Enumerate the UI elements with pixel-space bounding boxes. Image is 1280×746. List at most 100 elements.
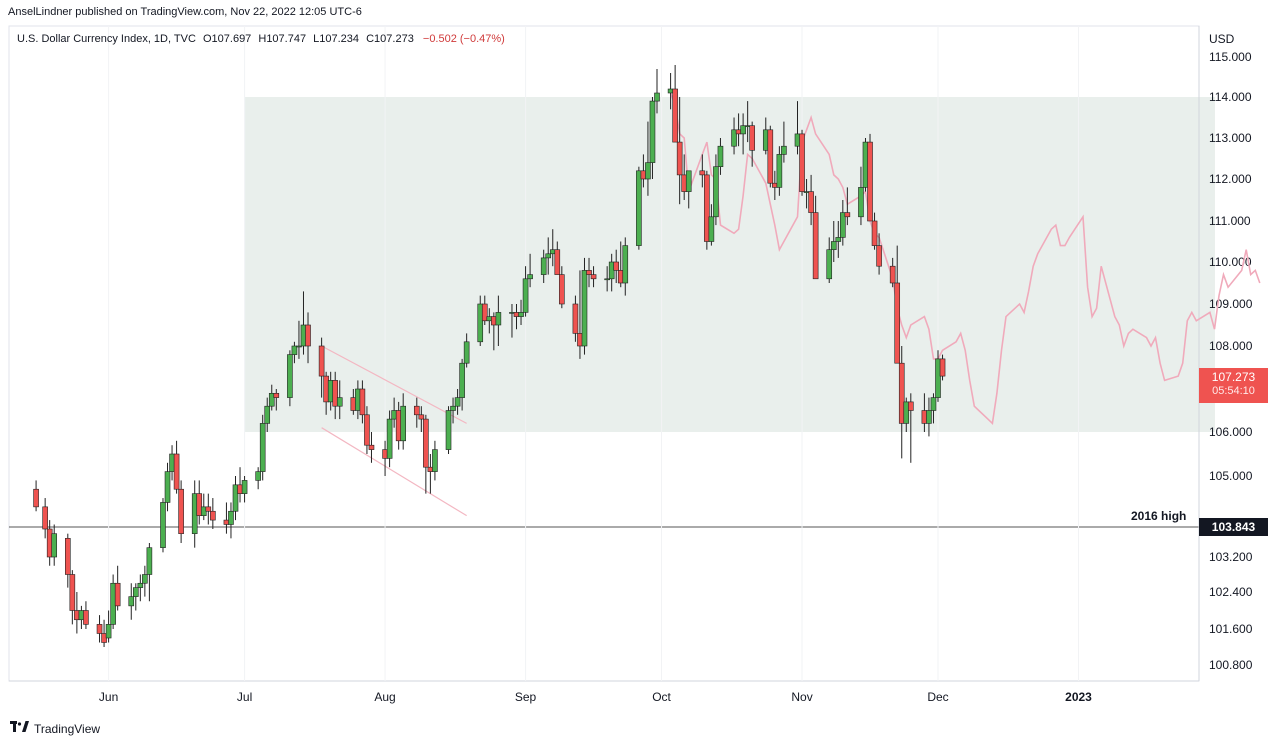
time-axis-tick-label: 2023 [1065,690,1092,704]
footer-brand[interactable]: TradingView [10,721,100,736]
price-axis-tick-label: 110.000 [1209,255,1252,269]
candle-body [142,574,148,584]
price-axis-tick-label: 103.200 [1209,550,1253,564]
candle-body [840,212,846,238]
candle-body [450,405,456,411]
price-axis-tick-label: 113.000 [1209,131,1252,145]
candle-body [545,253,552,259]
candle-body [96,624,103,634]
candle-body [418,414,425,420]
candle-body [287,354,293,398]
candle-body [368,444,375,450]
candle-body [291,345,298,355]
candle-body [463,341,470,364]
candle-body [423,418,429,468]
candle-body [767,129,774,184]
candle-body [495,312,502,326]
legend-low: L107.234 [313,33,360,45]
candle-body [296,345,302,348]
price-axis-tick-label: 100.800 [1209,658,1253,672]
shaded-range-zone[interactable] [245,97,1215,432]
candle-body [164,471,171,503]
candle-body [259,423,266,472]
candle-body [581,270,588,347]
price-axis-tick-label: 112.000 [1209,172,1252,186]
candle-body [586,270,592,275]
candle-body [132,587,139,597]
candle-body [930,397,937,411]
candle-body [781,145,787,155]
candle-body [210,510,216,521]
candle-body [359,388,366,416]
tradingview-logo-icon [10,721,30,736]
time-axis-tick-label: Oct [652,690,671,704]
candle-body [935,358,941,398]
candle-body [255,471,261,481]
candle-body [844,212,851,218]
price-axis-tick-label: 108.000 [1209,339,1253,353]
price-axis-tick-label: 105.000 [1209,469,1253,483]
horizontal-line-price-tag: 103.843 [1199,518,1268,536]
candle-body [454,397,461,407]
legend-close: C107.273 [366,33,414,45]
time-axis-tick-label: Sep [515,690,537,704]
candle-body [590,274,597,280]
candle-body [740,125,746,135]
channel-trendline[interactable] [321,345,467,424]
symbol-name[interactable]: U.S. Dollar Currency Index, 1D, TVC [17,33,196,45]
current-price-tag: 107.273 05:54:10 [1199,368,1268,403]
candle-body [717,145,724,167]
candle-body [305,324,311,347]
candle-body [812,212,819,280]
candle-body [69,574,76,611]
candle-body [889,265,896,284]
price-unit-label[interactable]: USD [1209,32,1235,46]
candle-body [704,174,710,242]
candle-body [926,410,932,424]
candle-body [908,401,914,411]
candle-body [808,191,814,213]
channel-trendline[interactable] [321,427,467,517]
candle-body [33,488,39,508]
candle-body [604,278,610,281]
candle-body [835,237,842,242]
footer-brand-text: TradingView [34,721,101,736]
legend-open: O107.697 [202,33,252,45]
candle-body [826,249,833,280]
horizontal-line-label[interactable]: 2016 high [1131,509,1187,523]
candle-body [654,92,660,102]
price-axis-tick-label: 101.600 [1209,622,1253,636]
candle-body [894,282,901,364]
time-axis-tick-label: Jul [237,690,252,704]
price-axis-tick-label: 106.000 [1209,425,1253,439]
price-axis-tick-label: 109.000 [1209,297,1253,311]
candle-body [83,610,89,625]
candle-body [178,488,184,534]
projection-line[interactable] [669,92,1261,426]
candle-body [645,162,651,180]
candle-body [799,133,805,192]
candle-body [527,274,533,280]
candle-body [196,493,203,516]
candle-body [364,414,370,446]
candle-body [522,278,529,313]
candle-body [432,449,438,472]
candle-body [572,303,579,334]
candle-body [477,303,484,343]
candle-body [867,141,873,222]
candle-body [871,220,878,246]
candle-body [636,170,642,246]
candle-body [173,453,180,490]
legend-high: H107.747 [258,33,307,45]
price-axis-tick-label: 114.000 [1209,90,1252,104]
candle-body [708,216,715,242]
candle-body [445,410,452,450]
candle-body [128,596,135,607]
candle-body [731,129,737,147]
candle-body [65,538,71,575]
candle-body [749,125,755,151]
candle-body [146,547,153,575]
candle-body [400,405,406,442]
candle-body [413,405,420,416]
